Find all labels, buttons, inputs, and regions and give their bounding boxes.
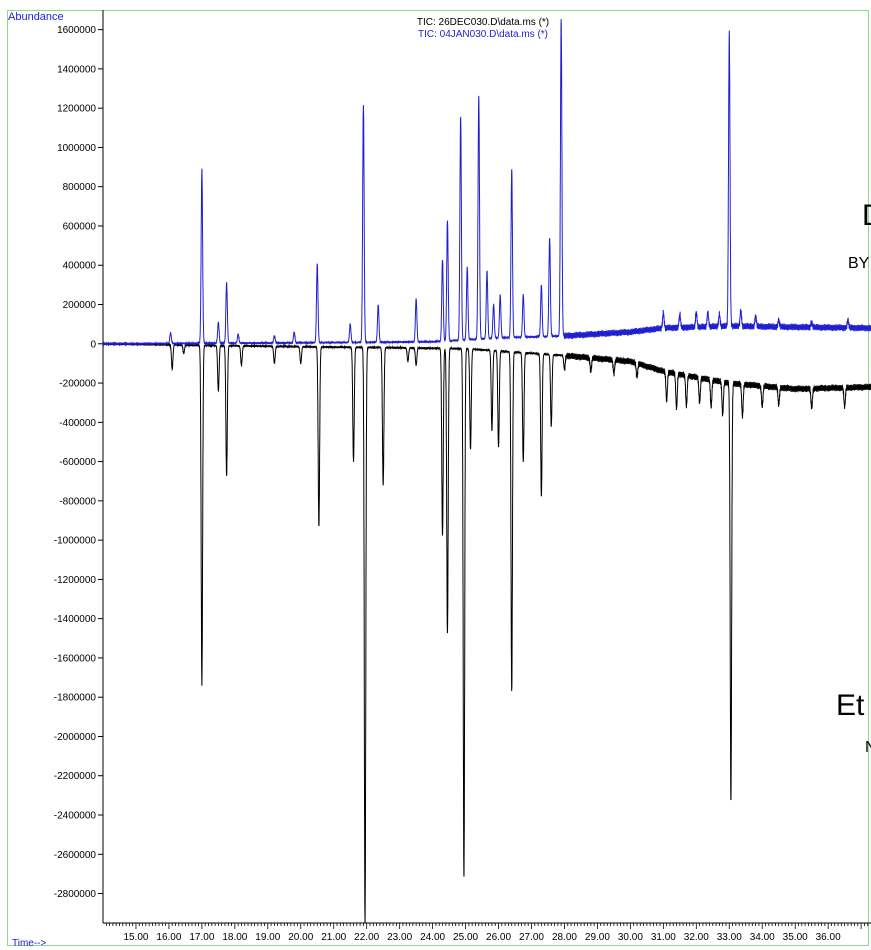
x-tick-label: 21.00 (321, 932, 346, 943)
x-tick-label: 23.00 (387, 932, 412, 943)
y-tick-label: -2600000 (54, 850, 97, 861)
x-tick-label: 26.00 (486, 932, 511, 943)
y-tick-label: -2800000 (54, 889, 97, 900)
x-tick-label: 29.00 (585, 932, 610, 943)
y-tick-label: -600000 (59, 457, 96, 468)
y-tick-label: -2200000 (54, 771, 97, 782)
x-tick-label: 36.00 (816, 932, 841, 943)
y-tick-label: -400000 (59, 418, 96, 429)
series-line-2 (102, 19, 871, 347)
x-tick-label: 32.00 (684, 932, 709, 943)
legend-series-1: TIC: 26DEC030.D\data.ms (*) (417, 17, 549, 28)
x-ticks: 15.00 16.00 17.00 18.00 19.00 20.00 21.00 22.00… (105, 923, 869, 943)
y-tick-label: -2400000 (54, 811, 97, 822)
y-ticks: 1600000 1400000 1200000 1000000 800000 600000… (54, 25, 103, 900)
overlay-text-4: N (865, 739, 871, 756)
series-line-1 (102, 341, 871, 924)
x-tick-label: 22.00 (354, 932, 379, 943)
y-tick-label: 600000 (63, 221, 97, 232)
y-tick-label: 0 (90, 339, 96, 350)
x-tick-label: 20.00 (288, 932, 313, 943)
chart-frame (7, 10, 869, 946)
overlay-text-1: D (862, 199, 871, 232)
y-tick-label: -1200000 (54, 575, 97, 586)
y-tick-label: 1000000 (57, 143, 96, 154)
axes (102, 10, 871, 924)
x-tick-label: 25.00 (453, 932, 478, 943)
y-tick-label: -800000 (59, 496, 96, 507)
y-tick-label: -1800000 (54, 693, 97, 704)
overlay-text-2: BY (848, 255, 870, 272)
y-tick-label: -200000 (59, 379, 96, 390)
x-tick-label: 17.00 (189, 932, 214, 943)
x-tick-label: 24.00 (420, 932, 445, 943)
y-tick-label: 1400000 (57, 64, 96, 75)
legend-series-2: TIC: 04JAN030.D\data.ms (*) (418, 29, 548, 40)
x-tick-label: 16.00 (156, 932, 181, 943)
x-tick-label: 34.00 (750, 932, 775, 943)
x-tick-label: 28.00 (552, 932, 577, 943)
y-tick-label: -2000000 (54, 732, 97, 743)
x-tick-label: 30.00 (618, 932, 643, 943)
x-tick-label: 27.00 (519, 932, 544, 943)
y-tick-label: -1400000 (54, 614, 97, 625)
overlay-text-3: Et (836, 689, 865, 722)
x-axis-label: Time--> (12, 938, 47, 949)
x-tick-label: 18.00 (222, 932, 247, 943)
y-tick-label: -1600000 (54, 653, 97, 664)
y-tick-label: -1000000 (54, 536, 97, 547)
y-tick-label: 1200000 (57, 104, 96, 115)
y-tick-label: 400000 (63, 261, 97, 272)
x-tick-label: 35.00 (783, 932, 808, 943)
x-tick-label: 15.00 (123, 932, 148, 943)
x-tick-label: 19.00 (255, 932, 280, 943)
x-tick-label: 31.00 (651, 932, 676, 943)
x-tick-label: 33.00 (717, 932, 742, 943)
y-tick-label: 800000 (63, 182, 97, 193)
series-layer (102, 19, 871, 924)
y-axis-label: Abundance (8, 11, 64, 23)
y-tick-label: 200000 (63, 300, 97, 311)
y-tick-label: 1600000 (57, 25, 96, 36)
